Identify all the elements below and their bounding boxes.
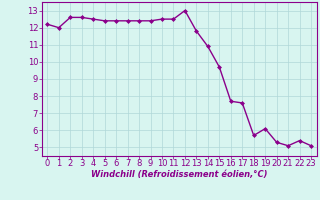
X-axis label: Windchill (Refroidissement éolien,°C): Windchill (Refroidissement éolien,°C) [91,170,268,179]
